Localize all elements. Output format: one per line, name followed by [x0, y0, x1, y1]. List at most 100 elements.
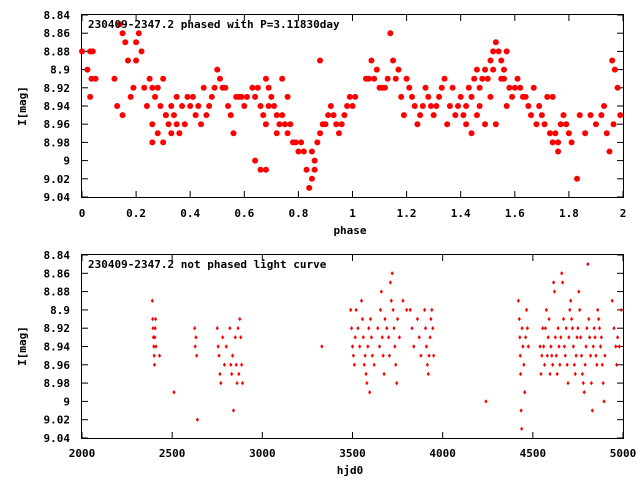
phased-data-point [565, 130, 572, 137]
phased-data-point [349, 103, 356, 109]
unphased-data-point [596, 307, 600, 313]
phased-data-point [452, 112, 459, 119]
unphased-data-point [538, 344, 542, 349]
unphased-data-point [551, 280, 556, 285]
unphased-data-point [581, 380, 585, 386]
phased-data-point [273, 130, 280, 137]
unphased-data-point [369, 335, 374, 340]
unphased-data-point [526, 344, 530, 349]
unphased-data-point [523, 390, 527, 395]
phased-data-point [292, 139, 299, 146]
phased-data-point [284, 93, 291, 100]
unphased-data-point [619, 307, 623, 313]
phased-data-point [271, 103, 278, 109]
phased-x-axis-label: phase [333, 224, 366, 237]
unphased-data-point [570, 326, 575, 331]
phased-data-point [427, 103, 434, 109]
unphased-data-point [376, 326, 380, 331]
phased-x-tick-label: 1.2 [397, 207, 417, 220]
unphased-data-point [401, 298, 405, 303]
unphased-data-point [555, 371, 559, 377]
unphased-data-point [364, 371, 368, 377]
phased-data-point [511, 84, 518, 91]
phased-data-point [398, 93, 405, 100]
unphased-data-point [600, 362, 604, 367]
phased-data-point [211, 84, 218, 91]
phased-data-point [371, 75, 378, 82]
unphased-data-point [415, 316, 420, 322]
unphased-data-point [372, 362, 376, 367]
unphased-data-point [370, 353, 374, 358]
unphased-data-point [612, 326, 616, 331]
unphased-data-point [429, 316, 433, 322]
phased-data-point [227, 112, 234, 119]
phased-data-point [260, 112, 267, 119]
phased-data-point [582, 130, 589, 137]
phased-data-point [400, 112, 407, 119]
unphased-data-point [424, 344, 429, 349]
phased-data-point [473, 66, 480, 73]
unphased-data-point [517, 316, 521, 322]
unphased-y-tick-label: 8.92 [44, 322, 71, 335]
phased-x-tick-label: 0.2 [126, 207, 146, 220]
phased-data-point [187, 103, 194, 109]
phased-chart-title: 230409-2347.2 phased with P=3.11830day [88, 18, 340, 31]
phased-data-point [468, 93, 475, 100]
phased-data-point [149, 84, 156, 91]
phased-data-point [284, 130, 291, 137]
unphased-data-point [236, 326, 240, 331]
unphased-data-point [597, 316, 601, 322]
unphased-data-point [554, 353, 558, 358]
phased-data-point [368, 57, 375, 64]
phased-data-point [538, 112, 545, 119]
unphased-data-point [397, 335, 401, 340]
unphased-data-point [549, 344, 553, 349]
phased-y-tick-label: 8.98 [44, 136, 71, 149]
unphased-data-point [541, 326, 545, 331]
phased-data-point [173, 93, 180, 100]
unphased-data-point [552, 289, 557, 294]
unphased-data-point [193, 344, 197, 349]
unphased-data-point [410, 326, 414, 331]
phased-data-point [138, 48, 145, 55]
unphased-x-axis-label: hjd0 [337, 464, 364, 477]
phased-data-point [425, 93, 432, 100]
unphased-data-point [597, 326, 602, 331]
unphased-data-point [617, 344, 621, 349]
phased-data-point [189, 93, 196, 100]
phased-y-axis-label: I[mag] [16, 86, 29, 126]
phased-data-point [446, 103, 453, 109]
unphased-x-tick-label: 5000 [610, 447, 637, 460]
phased-data-point [555, 148, 562, 155]
unphased-data-point [377, 344, 382, 349]
unphased-x-axis: 2000 2500 3000 3500 4000 4500 5000 [69, 255, 637, 460]
unphased-data-point [598, 344, 603, 349]
unphased-data-point [423, 307, 427, 313]
unphased-data-point [239, 335, 243, 340]
phased-data-point [311, 157, 318, 164]
unphased-data-point [219, 380, 223, 386]
unphased-data-point [320, 344, 324, 349]
unphased-data-point [218, 371, 222, 377]
phased-data-point [119, 30, 126, 37]
phased-data-point [614, 84, 621, 91]
unphased-data-point [221, 335, 225, 340]
phased-data-point [195, 103, 202, 109]
unphased-x-tick-label: 4500 [520, 447, 547, 460]
phased-data-point [490, 48, 497, 55]
unphased-data-point [566, 380, 570, 386]
phased-data-point [149, 139, 156, 146]
phased-data-point [471, 75, 478, 82]
phased-data-point [133, 39, 140, 46]
phased-data-point [611, 66, 618, 73]
phased-y-axis: 8.84 8.86 8.88 8.9 8.92 8.94 8.96 8.98 9 9.02 9.04 [44, 9, 623, 204]
unphased-data-point [153, 326, 157, 331]
unphased-data-point [393, 344, 397, 349]
unphased-data-point [172, 390, 176, 395]
phased-data-point [498, 57, 505, 64]
unphased-y-tick-label: 8.94 [44, 341, 71, 354]
unphased-y-tick-label: 8.96 [44, 359, 71, 372]
unphased-y-tick-label: 9.04 [44, 432, 71, 445]
unphased-data-point [387, 353, 392, 358]
phased-y-tick-label: 8.96 [44, 118, 71, 131]
